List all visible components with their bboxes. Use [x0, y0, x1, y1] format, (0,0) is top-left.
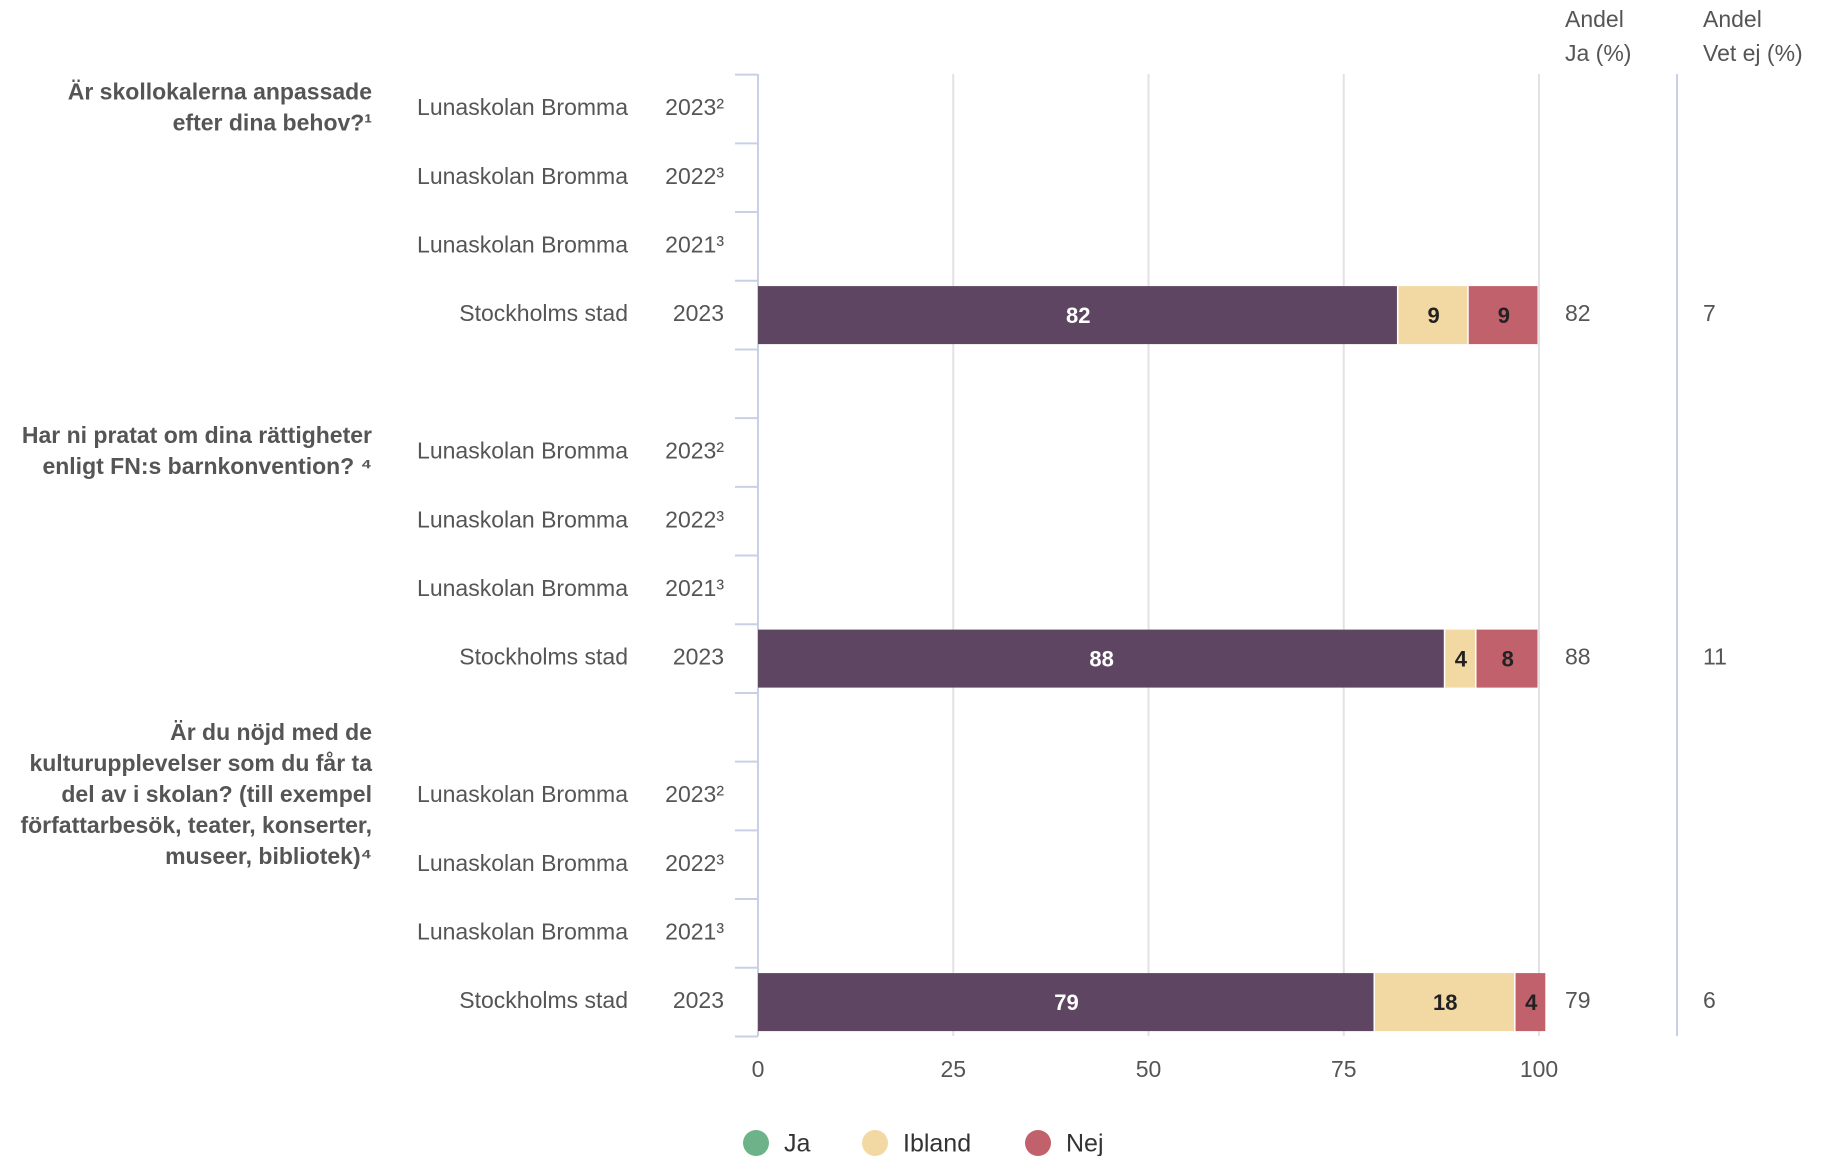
column-value: 79	[1565, 987, 1591, 1013]
question: Är skollokalerna anpassade	[68, 79, 372, 105]
row-label: Lunaskolan Bromma	[417, 850, 628, 876]
row-year: 2021³	[665, 918, 724, 944]
question: enligt FN:s barnkonvention? ⁴	[42, 453, 372, 479]
legend-marker	[743, 1130, 769, 1156]
data-label: 4	[1455, 646, 1468, 671]
bar-segment	[1468, 286, 1538, 345]
row-year: 2022³	[665, 163, 724, 189]
data-label: 8	[1502, 646, 1514, 671]
bar-segment	[1445, 629, 1476, 688]
row-year: 2022³	[665, 850, 724, 876]
column-header: Ja (%)	[1565, 40, 1631, 66]
legend-label: Nej	[1066, 1130, 1104, 1156]
row-year: 2023	[673, 987, 724, 1013]
bar-segment	[1515, 973, 1546, 1032]
question: del av i skolan? (till exempel	[61, 781, 372, 807]
row-label: Stockholms stad	[459, 987, 628, 1013]
row-label: Lunaskolan Bromma	[417, 506, 628, 532]
legend-marker	[1025, 1130, 1051, 1156]
column-header: Andel	[1703, 6, 1762, 32]
x-tick-label: 50	[1136, 1056, 1162, 1082]
bar-segment	[758, 286, 1397, 345]
column-value: 7	[1703, 300, 1716, 326]
bar-segment	[758, 973, 1374, 1032]
row-label: Stockholms stad	[459, 644, 628, 670]
column-value: 82	[1565, 300, 1591, 326]
legend-label: Ibland	[903, 1130, 971, 1156]
x-tick-label: 0	[752, 1056, 765, 1082]
row-label: Lunaskolan Bromma	[417, 163, 628, 189]
row-year: 2021³	[665, 231, 724, 257]
question: Är du nöjd med de	[170, 719, 372, 745]
bar-segment	[1476, 629, 1538, 688]
data-label: 18	[1433, 990, 1457, 1015]
row-year: 2021³	[665, 575, 724, 601]
data-label: 9	[1498, 303, 1510, 328]
x-tick-label: 75	[1331, 1056, 1357, 1082]
row-label: Stockholms stad	[459, 300, 628, 326]
bar-segment	[1374, 973, 1515, 1032]
column-header: Vet ej (%)	[1703, 40, 1803, 66]
legend-label: Ja	[784, 1130, 811, 1156]
row-label: Lunaskolan Bromma	[417, 918, 628, 944]
row-label: Lunaskolan Bromma	[417, 94, 628, 120]
column-value: 6	[1703, 987, 1716, 1013]
row-year: 2023²	[665, 94, 724, 120]
row-year: 2023	[673, 644, 724, 670]
data-label: 82	[1066, 303, 1090, 328]
column-value: 11	[1703, 644, 1727, 670]
question: författarbesök, teater, konserter,	[20, 812, 372, 838]
data-label: 79	[1054, 990, 1078, 1015]
row-year: 2023	[673, 300, 724, 326]
data-label: 9	[1427, 303, 1439, 328]
question: efter dina behov?¹	[173, 110, 372, 136]
question: kulturupplevelser som du får ta	[29, 750, 372, 776]
data-label: 4	[1525, 990, 1538, 1015]
data-label: 88	[1089, 646, 1113, 671]
bar-segment	[1398, 286, 1468, 345]
row-label: Lunaskolan Bromma	[417, 575, 628, 601]
row-label: Lunaskolan Bromma	[417, 438, 628, 464]
row-label: Lunaskolan Bromma	[417, 231, 628, 257]
column-header: Andel	[1565, 6, 1624, 32]
question: museer, bibliotek)⁴	[165, 843, 372, 869]
row-year: 2022³	[665, 506, 724, 532]
row-year: 2023²	[665, 781, 724, 807]
row-label: Lunaskolan Bromma	[417, 781, 628, 807]
x-tick-label: 25	[940, 1056, 966, 1082]
bar-segment	[758, 629, 1444, 688]
question: Har ni pratat om dina rättigheter	[22, 422, 372, 448]
row-year: 2023²	[665, 438, 724, 464]
x-tick-label: 100	[1520, 1056, 1558, 1082]
column-value: 88	[1565, 644, 1591, 670]
legend-marker	[862, 1130, 888, 1156]
